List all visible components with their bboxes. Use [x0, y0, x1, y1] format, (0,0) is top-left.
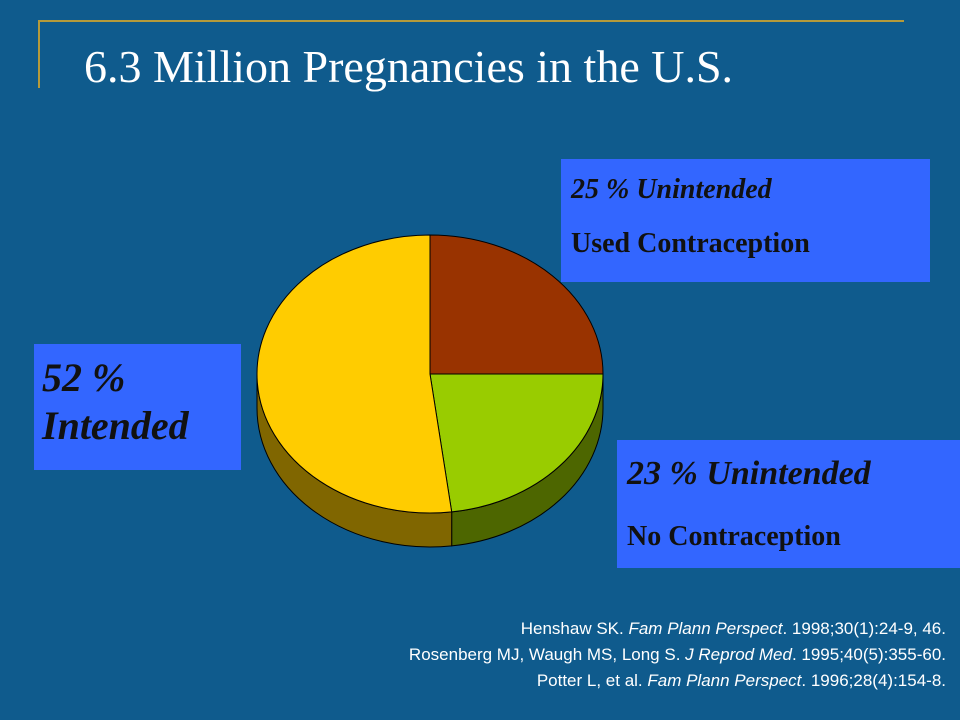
pie-slice	[429, 234, 604, 375]
reference-citation: . 1995;40(5):355-60.	[791, 645, 946, 664]
callout-intended-percent: 52 %	[42, 355, 126, 400]
pie-tops	[256, 234, 604, 514]
reference-journal: Fam Plann Perspect	[647, 671, 802, 690]
slide-title: 6.3 Million Pregnancies in the U.S.	[84, 41, 734, 92]
reference-line: Potter L, et al. Fam Plann Perspect. 199…	[409, 668, 946, 694]
pie-slice	[256, 234, 453, 514]
callout-nouse-percent: 23 % Unintended	[627, 455, 871, 492]
reference-citation: . 1998;30(1):24-9, 46.	[782, 619, 946, 638]
pie-slice	[429, 373, 604, 513]
reference-authors: Rosenberg MJ, Waugh MS, Long S.	[408, 645, 686, 664]
reference-line: Henshaw SK. Fam Plann Perspect. 1998;30(…	[409, 616, 946, 642]
reference-line: Rosenberg MJ, Waugh MS, Long S. J Reprod…	[409, 642, 946, 668]
reference-authors: Henshaw SK.	[520, 619, 629, 638]
reference-citation: . 1996;28(4):154-8.	[801, 671, 946, 690]
references: Henshaw SK. Fam Plann Perspect. 1998;30(…	[409, 616, 946, 694]
reference-authors: Potter L, et al.	[536, 671, 648, 690]
callout-intended-label: Intended	[42, 403, 189, 448]
callout-unintended-used-contraception: 25 % Unintended Used Contraception	[561, 159, 930, 282]
title-rule-left	[38, 20, 40, 88]
callout-used-percent: 25 % Unintended	[571, 174, 772, 205]
callout-nouse-label: No Contraception	[627, 521, 841, 552]
reference-journal: J Reprod Med	[685, 645, 792, 664]
reference-journal: Fam Plann Perspect	[628, 619, 783, 638]
callout-unintended-no-contraception: 23 % Unintended No Contraception	[617, 440, 960, 568]
callout-intended: 52 % Intended	[34, 344, 241, 470]
title-rule-top	[38, 20, 904, 22]
callout-used-label: Used Contraception	[571, 228, 810, 259]
